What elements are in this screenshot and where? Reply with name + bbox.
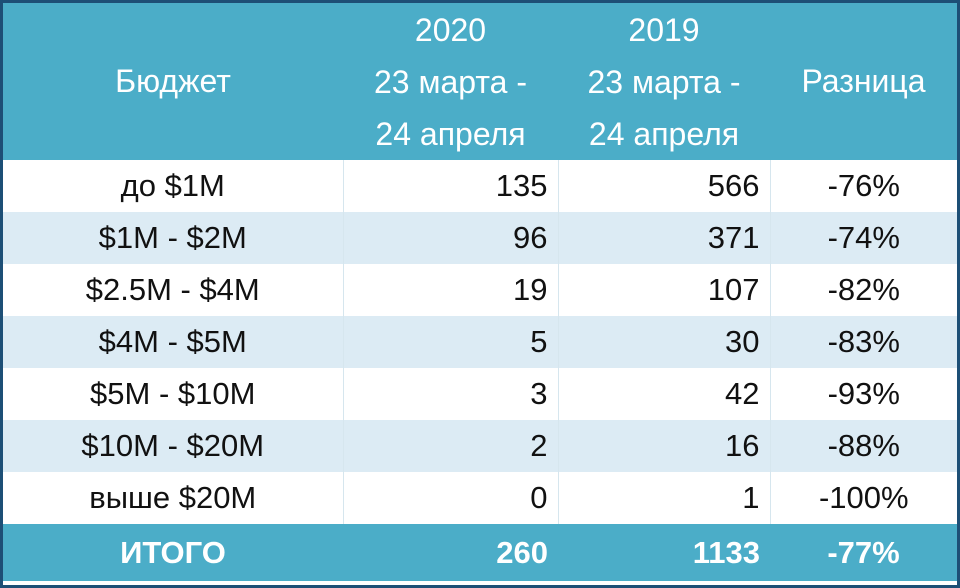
row-budget: $4M - $5M xyxy=(3,316,344,368)
row-diff: -76% xyxy=(770,160,957,212)
header-2020-year: 2020 xyxy=(414,11,487,48)
total-value-2019: 1133 xyxy=(558,524,770,581)
total-value-2020: 260 xyxy=(343,524,558,581)
row-budget: $5M - $10M xyxy=(3,368,344,420)
header-2019-year: 2019 xyxy=(628,11,700,48)
budget-comparison-table: Бюджет 2020 23 марта - 24 апреля 2019 23… xyxy=(3,3,957,581)
table-row: $1M - $2M 96 371 -74% xyxy=(3,212,957,264)
row-value-2019: 42 xyxy=(558,368,771,420)
row-budget: $10M - $20M xyxy=(3,420,344,472)
row-budget: до $1M xyxy=(3,160,344,212)
total-label: ИТОГО xyxy=(3,524,343,581)
row-value-2019: 1 xyxy=(558,472,771,524)
header-diff: Разница xyxy=(770,3,957,160)
row-value-2019: 371 xyxy=(558,212,771,264)
table-row: $5M - $10M 3 42 -93% xyxy=(3,368,957,420)
header-budget-label: Бюджет xyxy=(115,63,231,99)
table-row: $4M - $5M 5 30 -83% xyxy=(3,316,957,368)
header-2020-range-start: 23 марта - xyxy=(373,63,527,100)
row-diff: -83% xyxy=(770,316,957,368)
table-row: до $1M 135 566 -76% xyxy=(3,160,957,212)
header-2019-range-start: 23 марта - xyxy=(587,63,741,100)
row-diff: -100% xyxy=(770,472,957,524)
row-value-2019: 16 xyxy=(558,420,771,472)
header-budget: Бюджет xyxy=(3,3,343,160)
row-budget: выше $20M xyxy=(3,472,344,524)
total-row: ИТОГО 260 1133 -77% xyxy=(3,524,957,581)
row-value-2020: 2 xyxy=(343,420,559,472)
row-budget: $1M - $2M xyxy=(3,212,344,264)
row-value-2019: 107 xyxy=(558,264,771,316)
row-value-2020: 0 xyxy=(343,472,559,524)
header-2020: 2020 23 марта - 24 апреля xyxy=(343,3,558,160)
header-2020-range-end: 24 апреля xyxy=(375,115,526,152)
header-2019-range-end: 24 апреля xyxy=(588,115,740,152)
row-diff: -93% xyxy=(770,368,957,420)
row-value-2020: 5 xyxy=(343,316,559,368)
row-diff: -88% xyxy=(770,420,957,472)
row-value-2020: 96 xyxy=(343,212,559,264)
row-budget: $2.5M - $4M xyxy=(3,264,344,316)
table-row: выше $20M 0 1 -100% xyxy=(3,472,957,524)
row-value-2020: 19 xyxy=(343,264,559,316)
row-diff: -82% xyxy=(770,264,957,316)
table-row: $2.5M - $4M 19 107 -82% xyxy=(3,264,957,316)
header-row: Бюджет 2020 23 марта - 24 апреля 2019 23… xyxy=(3,3,957,160)
header-2019: 2019 23 марта - 24 апреля xyxy=(558,3,770,160)
row-value-2020: 135 xyxy=(343,160,559,212)
row-value-2020: 3 xyxy=(343,368,559,420)
row-diff: -74% xyxy=(770,212,957,264)
total-diff: -77% xyxy=(770,524,957,581)
row-value-2019: 566 xyxy=(558,160,771,212)
header-diff-label: Разница xyxy=(801,63,926,99)
row-value-2019: 30 xyxy=(558,316,771,368)
table-row: $10M - $20M 2 16 -88% xyxy=(3,420,957,472)
